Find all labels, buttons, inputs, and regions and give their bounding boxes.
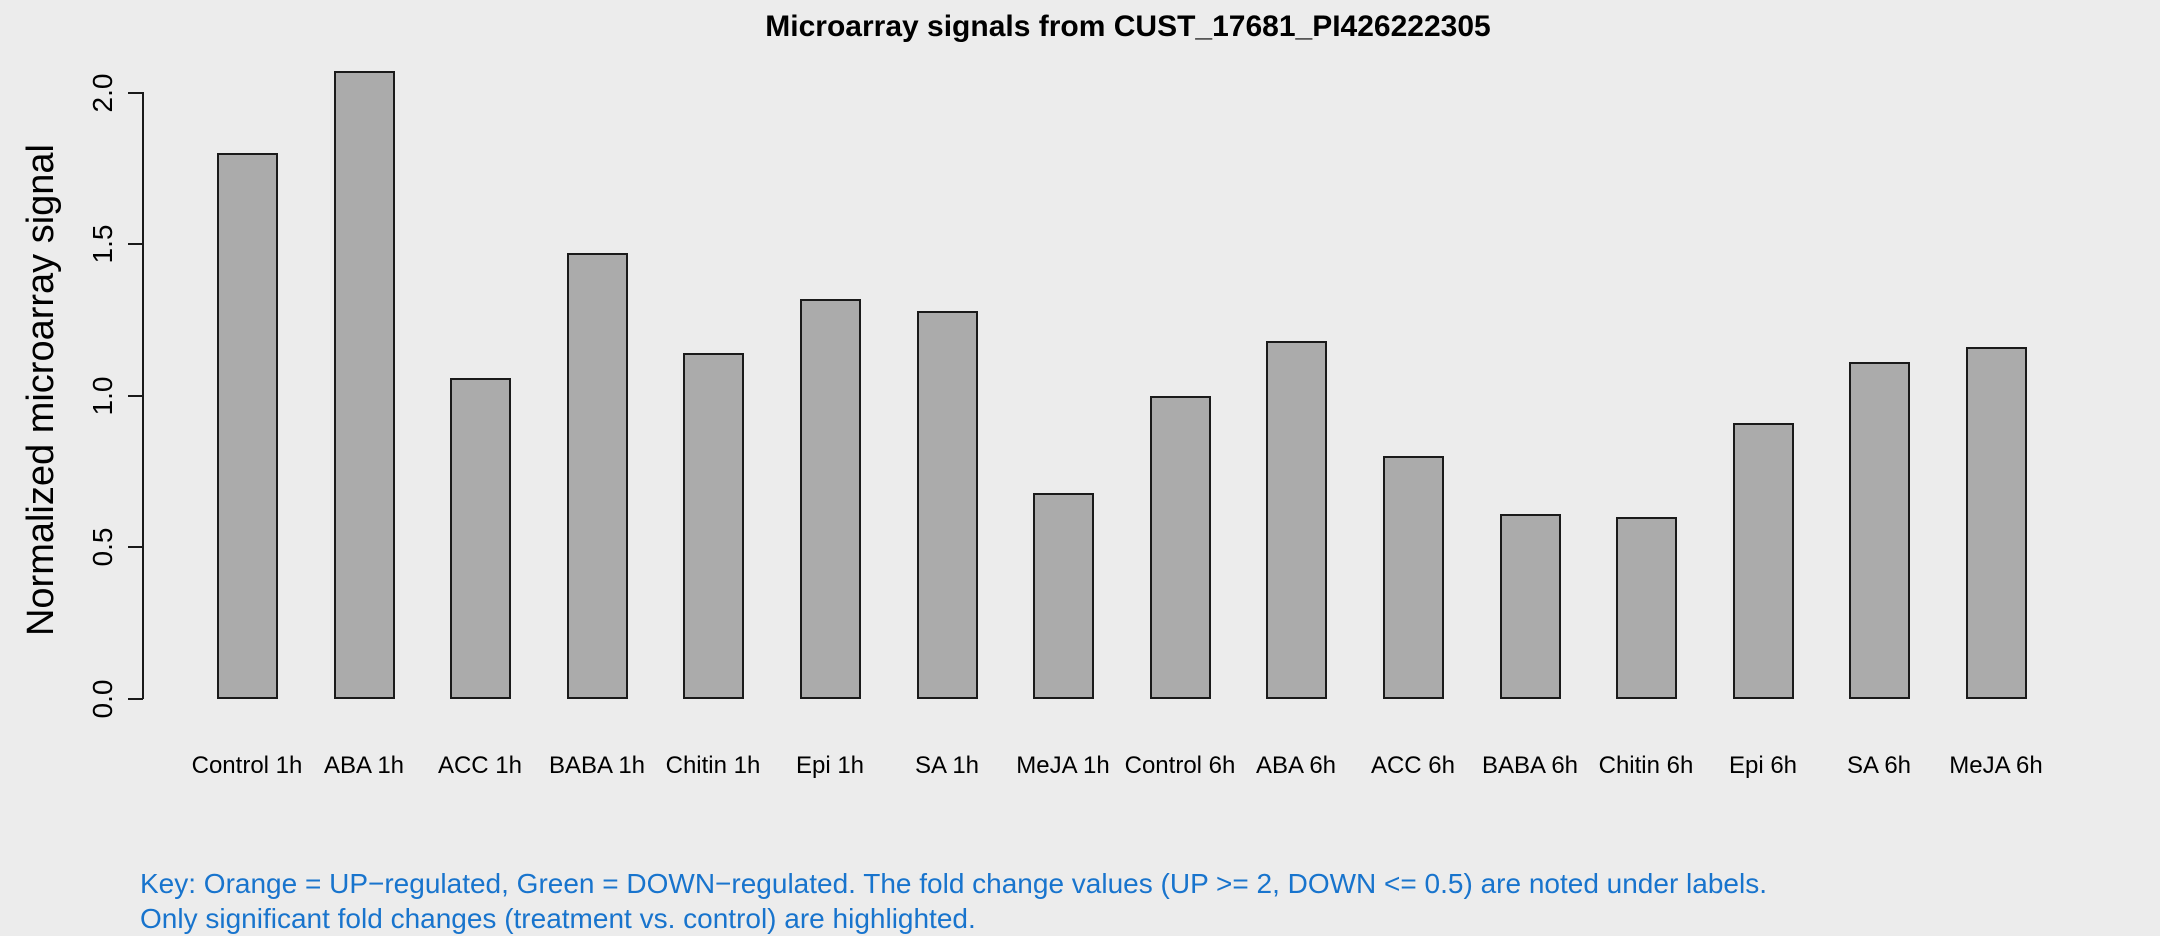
bar-acc-1h — [450, 378, 511, 699]
bar-meja-6h — [1966, 347, 2027, 699]
x-axis-label: Control 6h — [1124, 752, 1236, 779]
x-axis-label: Control 1h — [191, 752, 303, 779]
y-tick-label: 0.0 — [87, 679, 118, 719]
y-tick-label: 1.5 — [87, 224, 118, 264]
y-axis-label: Normalized microarray signal — [20, 143, 62, 637]
bar-baba-1h — [567, 253, 628, 699]
x-axis-label: BABA 1h — [548, 752, 646, 779]
x-axis-label: MeJA 1h — [1016, 752, 1110, 779]
chart-title: Microarray signals from CUST_17681_PI426… — [765, 10, 1491, 43]
bar-chitin-6h — [1616, 517, 1677, 699]
y-tick-mark — [128, 243, 143, 245]
bar-sa-1h — [917, 311, 978, 699]
bar-aba-6h — [1266, 341, 1327, 699]
bar-chitin-1h — [683, 353, 744, 699]
x-axis-label: ABA 1h — [323, 752, 405, 779]
bar-aba-1h — [334, 71, 395, 699]
footnote-line-2: Only significant fold changes (treatment… — [140, 903, 976, 934]
bar-sa-6h — [1849, 362, 1910, 699]
footnote-line-1: Key: Orange = UP−regulated, Green = DOWN… — [140, 868, 1767, 899]
y-tick-mark — [128, 698, 143, 700]
bar-epi-1h — [800, 299, 861, 699]
y-tick-mark — [128, 395, 143, 397]
bar-baba-6h — [1500, 514, 1561, 699]
y-tick-label: 0.5 — [87, 527, 118, 567]
y-tick-label: 1.0 — [87, 376, 118, 416]
x-axis-label: Epi 1h — [795, 752, 865, 779]
x-axis-label: Epi 6h — [1728, 752, 1798, 779]
x-axis-label: ACC 1h — [437, 752, 523, 779]
y-tick-mark — [128, 92, 143, 94]
x-axis-label: ACC 6h — [1370, 752, 1456, 779]
bar-control-6h — [1150, 396, 1211, 699]
y-axis-line — [142, 92, 144, 699]
y-tick-label: 2.0 — [87, 73, 118, 113]
x-axis-label: Chitin 6h — [1598, 752, 1694, 779]
x-axis-label: ABA 6h — [1255, 752, 1337, 779]
bar-acc-6h — [1383, 456, 1444, 699]
x-axis-label: SA 6h — [1846, 752, 1912, 779]
bar-control-1h — [217, 153, 278, 699]
x-axis-label: Chitin 1h — [665, 752, 761, 779]
footnote-key: Key: Orange = UP−regulated, Green = DOWN… — [140, 866, 1767, 936]
x-axis-label: SA 1h — [914, 752, 980, 779]
x-axis-label: BABA 6h — [1481, 752, 1579, 779]
bar-epi-6h — [1733, 423, 1794, 699]
y-tick-mark — [128, 546, 143, 548]
bar-meja-1h — [1033, 493, 1094, 699]
x-axis-label: MeJA 6h — [1949, 752, 2043, 779]
